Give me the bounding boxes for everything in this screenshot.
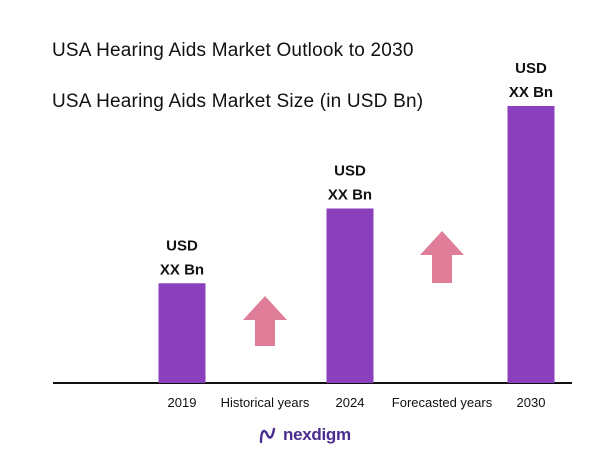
data-label-currency: USD: [515, 60, 547, 77]
bar-2024: [326, 208, 374, 383]
bar-2030: [507, 106, 555, 383]
x-tick-label: 2024: [336, 395, 365, 410]
nexdigm-logo-icon: [259, 427, 276, 444]
chart-title: USA Hearing Aids Market Outlook to 2030: [52, 40, 414, 61]
data-label-value: XX Bn: [160, 261, 204, 278]
brand-name: nexdigm: [283, 425, 351, 444]
data-label-value: XX Bn: [509, 84, 553, 101]
data-label-currency: USD: [166, 237, 198, 254]
arrow-up-icon: [243, 296, 287, 346]
brand-logo: nexdigm: [258, 424, 351, 446]
chart-subtitle: USA Hearing Aids Market Size (in USD Bn): [52, 91, 424, 112]
period-label: Forecasted years: [392, 395, 493, 410]
x-tick-label: 2030: [517, 395, 546, 410]
period-label: Historical years: [221, 395, 310, 410]
bar-2019: [158, 283, 206, 383]
arrow-up-icon: [420, 231, 464, 283]
data-label-currency: USD: [334, 162, 366, 179]
data-label-value: XX Bn: [328, 186, 372, 203]
x-tick-label: 2019: [168, 395, 197, 410]
